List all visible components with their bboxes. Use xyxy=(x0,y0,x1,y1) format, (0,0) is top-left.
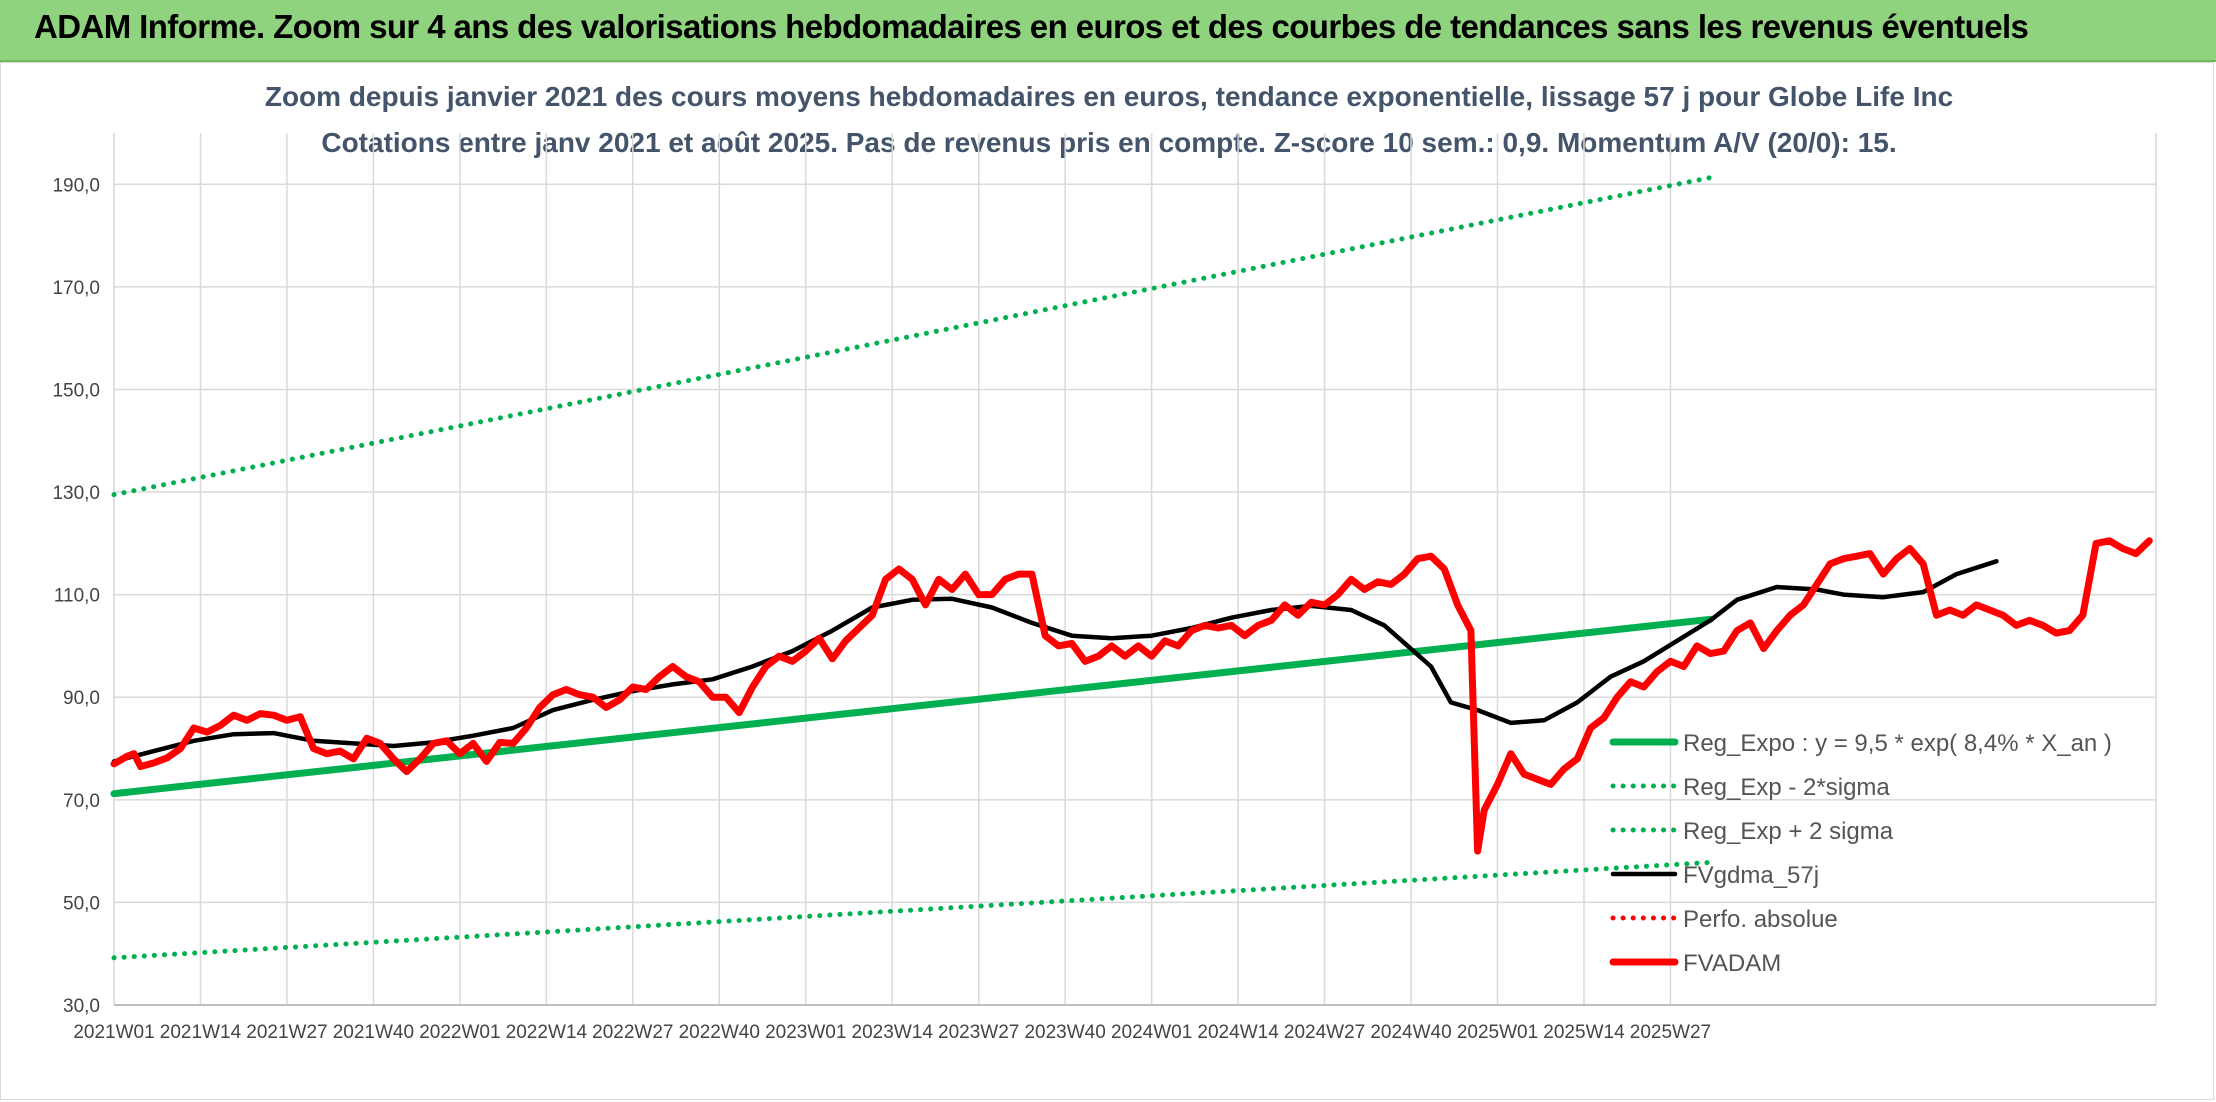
chart-series xyxy=(110,175,2153,961)
legend-label: FVADAM xyxy=(1683,950,1781,977)
x-tick-label: 2022W40 xyxy=(679,1022,760,1043)
x-tick-label: 2023W40 xyxy=(1024,1022,1105,1043)
series-line-1 xyxy=(111,859,1713,961)
y-tick-label: 170,0 xyxy=(52,278,100,299)
y-tick-label: 130,0 xyxy=(52,483,100,504)
x-tick-label: 2025W01 xyxy=(1457,1022,1538,1043)
x-tick-label: 2025W14 xyxy=(1543,1022,1625,1043)
y-tick-label: 30,0 xyxy=(63,996,100,1017)
legend-label: Perfo. absolue xyxy=(1683,906,1838,933)
x-tick-label: 2023W14 xyxy=(852,1022,934,1043)
legend-label: FVgdma_57j xyxy=(1683,862,1819,889)
y-tick-label: 50,0 xyxy=(63,893,100,914)
report-title: ADAM Informe. Zoom sur 4 ans des valoris… xyxy=(34,8,2029,45)
chart-grid xyxy=(113,133,2157,1006)
legend-label: Reg_Exp + 2 sigma xyxy=(1683,818,1894,845)
x-axis: 2021W01 2021W14 2021W27 2021W40 2022W01 2022W… xyxy=(73,1004,2156,1043)
x-tick-label: 2024W27 xyxy=(1284,1022,1365,1043)
legend-label: Reg_Expo : y = 9,5 * exp( 8,4% * X_an ) xyxy=(1683,730,2112,757)
x-tick-label: 2022W01 xyxy=(419,1022,500,1043)
y-axis: 30,0 50,0 70,0 90,0 110,0 130,0 150,0 170,0 190,… xyxy=(52,175,100,1017)
y-tick-label: 90,0 xyxy=(63,688,100,709)
x-tick-label: 2022W14 xyxy=(506,1022,588,1043)
legend-label: Reg_Exp - 2*sigma xyxy=(1683,774,1890,801)
series-line-2 xyxy=(111,175,1713,498)
chart-legend: Reg_Expo : y = 9,5 * exp( 8,4% * X_an ) R… xyxy=(1609,730,2112,977)
x-tick-label: 2021W01 xyxy=(73,1022,154,1043)
trend-chart: Zoom depuis janvier 2021 des cours moyen… xyxy=(52,81,2157,1043)
y-tick-label: 190,0 xyxy=(52,175,100,196)
x-tick-label: 2021W27 xyxy=(246,1022,327,1043)
x-tick-label: 2021W14 xyxy=(160,1022,242,1043)
series-line-0 xyxy=(110,615,1714,798)
y-tick-label: 110,0 xyxy=(54,586,100,607)
x-tick-label: 2025W27 xyxy=(1630,1022,1711,1043)
y-tick-label: 70,0 xyxy=(63,791,100,812)
chart-frame: Zoom depuis janvier 2021 des cours moyen… xyxy=(0,62,2214,1100)
x-tick-label: 2023W27 xyxy=(938,1022,1019,1043)
x-tick-label: 2021W40 xyxy=(333,1022,414,1043)
x-tick-label: 2024W40 xyxy=(1370,1022,1451,1043)
chart-title: Zoom depuis janvier 2021 des cours moyen… xyxy=(265,81,1953,112)
x-tick-label: 2024W01 xyxy=(1111,1022,1192,1043)
x-tick-label: 2022W27 xyxy=(592,1022,673,1043)
x-tick-label: 2023W01 xyxy=(765,1022,846,1043)
series-line-5 xyxy=(110,537,2153,855)
report-banner: ADAM Informe. Zoom sur 4 ans des valoris… xyxy=(0,0,2216,62)
y-tick-label: 150,0 xyxy=(52,380,100,401)
chart-subtitle: Cotations entre janv 2021 et août 2025. … xyxy=(321,127,1896,158)
x-tick-label: 2024W14 xyxy=(1197,1022,1279,1043)
